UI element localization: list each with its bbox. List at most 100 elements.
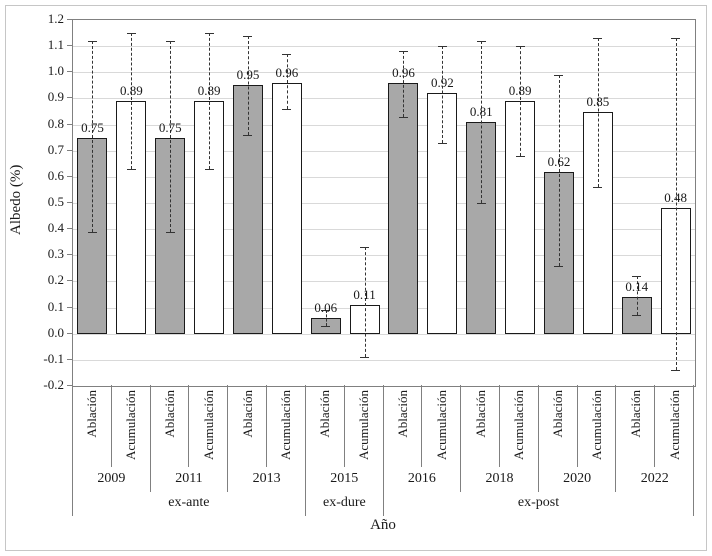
error-bar: [364, 247, 366, 358]
y-tick-label: 0.7: [47, 141, 64, 157]
category-label: Ablación: [394, 390, 410, 438]
category-cell: Acumulación: [500, 385, 539, 467]
y-tick-mark: [67, 306, 72, 308]
y-tick-mark: [67, 228, 72, 230]
gridline: [73, 98, 695, 100]
gridline: [73, 255, 695, 257]
gridline: [73, 281, 695, 283]
error-bar-cap: [476, 40, 486, 42]
error-bar: [92, 40, 94, 232]
year-label-2011: 2011: [151, 467, 229, 492]
y-tick-label: 0.5: [47, 194, 64, 209]
phase-label-ex-post: ex-post: [384, 492, 694, 516]
category-cell: Acumulación: [578, 385, 617, 467]
y-tick-label: 0.2: [47, 272, 64, 288]
gridline: [73, 359, 695, 361]
category-label: Acumulación: [356, 390, 372, 461]
category-label: Acumulación: [511, 390, 527, 461]
error-bar-cap: [204, 169, 214, 170]
bar-2013-acumulacion: [271, 82, 302, 334]
value-label: 0.75: [158, 119, 182, 135]
value-label: 0.89: [197, 83, 221, 99]
category-cell: Acumulación: [422, 385, 462, 467]
error-bar-cap: [398, 51, 408, 53]
error-bar-cap: [87, 40, 97, 42]
y-tick-label: 0.1: [47, 298, 64, 314]
gridline: [73, 229, 695, 231]
category-cell: Ablación: [616, 385, 656, 467]
gridline: [73, 72, 695, 74]
error-bar-cap: [632, 276, 642, 278]
category-label: Acumulación: [433, 390, 449, 461]
category-label: Acumulación: [588, 390, 604, 461]
year-label-2015: 2015: [306, 467, 384, 492]
error-bar: [131, 33, 133, 169]
category-label: Acumulación: [200, 390, 216, 461]
error-bar-cap: [360, 247, 370, 249]
x-axis-title: Año: [370, 517, 396, 533]
y-tick-label: 0.3: [47, 246, 64, 262]
value-label: 0.96: [275, 64, 299, 80]
error-bar-cap: [243, 135, 253, 137]
error-bar-cap: [87, 231, 97, 233]
value-label: 0.89: [508, 83, 532, 99]
y-tick-mark: [67, 202, 72, 203]
category-label: Ablación: [84, 390, 100, 438]
error-bar-cap: [126, 33, 136, 35]
year-label-2020: 2020: [539, 467, 617, 492]
error-bar-cap: [593, 187, 603, 189]
gridline: [73, 150, 695, 152]
y-tick-mark: [67, 332, 72, 334]
category-cell: Ablación: [461, 385, 500, 467]
value-label: 0.11: [353, 286, 376, 302]
value-label: 0.14: [625, 279, 649, 295]
error-bar-cap: [554, 265, 564, 267]
category-cell: Ablación: [73, 385, 112, 467]
value-label: 0.89: [119, 83, 143, 99]
error-bar: [403, 51, 405, 117]
error-bar-cap: [282, 108, 292, 110]
year-label-2009: 2009: [73, 467, 151, 492]
error-bar: [636, 276, 638, 316]
category-label: Ablación: [162, 390, 178, 438]
phase-axis-row: ex-ante ex-dure ex-post: [72, 492, 694, 516]
error-bar: [597, 38, 599, 188]
error-bar: [442, 46, 444, 143]
y-tick-mark: [67, 149, 72, 151]
gridline: [73, 46, 695, 48]
value-label: 0.81: [469, 103, 493, 119]
y-tick-label: 1.2: [47, 11, 64, 26]
gridline: [73, 176, 695, 178]
error-bar-cap: [321, 310, 331, 312]
error-bar-cap: [515, 155, 525, 157]
y-tick-label: 0.9: [47, 89, 64, 105]
category-axis-row: Ablación Acumulación Ablación Acumulación Ab…: [72, 385, 694, 467]
y-tick-label: 1.1: [47, 37, 64, 53]
error-bar: [170, 40, 172, 232]
y-tick-label: 0.0: [47, 324, 64, 340]
value-label: 0.62: [547, 153, 571, 169]
category-cell: Acumulación: [112, 385, 151, 467]
category-label: Ablación: [239, 390, 255, 438]
value-label: 0.06: [314, 300, 338, 316]
error-bar: [247, 35, 249, 135]
year-label-2018: 2018: [461, 467, 539, 492]
value-label: 0.85: [586, 93, 610, 109]
error-bar: [286, 53, 288, 109]
error-bar-cap: [554, 74, 564, 76]
y-tick-mark: [67, 175, 72, 177]
error-bar-cap: [165, 40, 175, 42]
y-tick-label: -0.1: [43, 350, 64, 366]
value-label: 0.75: [81, 119, 104, 135]
category-label: Acumulación: [123, 390, 139, 461]
category-cell: Ablación: [151, 385, 190, 467]
category-label: Acumulación: [278, 390, 294, 461]
plot-area: 0.75 0.89 0.75 0.89 0.95 0.96 0.06 0.11 0.96 0.92…: [72, 19, 696, 387]
category-label: Ablación: [550, 390, 566, 438]
year-axis-row: 2009 2011 2013 2015 2016 2018 2020 2022: [72, 467, 694, 492]
year-label-2016: 2016: [384, 467, 462, 492]
value-label: 0.48: [664, 190, 687, 206]
y-tick-label: 0.4: [47, 220, 64, 236]
year-label-2022: 2022: [616, 467, 694, 492]
category-label: Ablación: [472, 390, 488, 438]
